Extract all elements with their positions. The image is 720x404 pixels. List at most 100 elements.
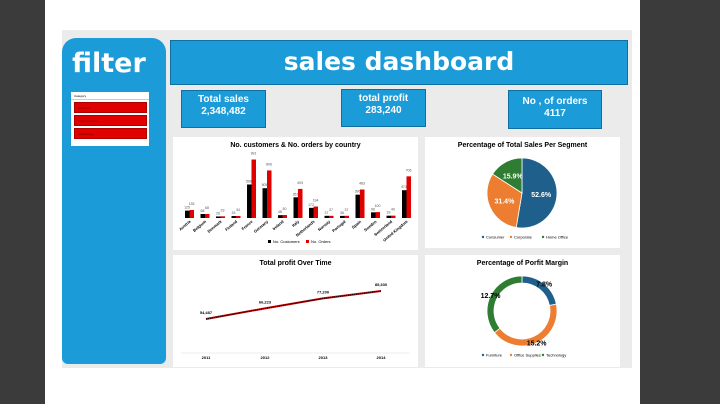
x-tick-label: Ireland	[271, 219, 285, 232]
slice-label: 31.4%	[494, 198, 515, 205]
kpi-value: 2,348,482	[201, 106, 246, 117]
slice-label: 15.2%	[527, 340, 548, 347]
kpi-value: 283,240	[365, 105, 402, 116]
bar-customers	[324, 215, 329, 218]
legend-label: Corporate	[514, 235, 533, 240]
bar-label: 396	[355, 190, 361, 194]
legend-label: Consumer	[486, 235, 505, 240]
category-slicer[interactable]: Category Furniture Office Supplies Techn…	[71, 92, 149, 146]
bar-label: 568	[246, 179, 252, 183]
filter-panel: filter Category Furniture Office Supplie…	[62, 38, 166, 364]
slicer-item-technology[interactable]: Technology	[74, 128, 147, 139]
bar-label: 194	[313, 199, 319, 203]
bar-label: 37	[345, 208, 349, 212]
bar-label: 39	[387, 211, 391, 215]
x-tick-label: 2014	[377, 355, 387, 360]
kpi-total-profit: total profit 283,240	[341, 89, 426, 127]
point-label: 77,200	[317, 289, 330, 294]
chart-profit-margin: Percentage of Porfit Margin 7.8% 15.2% 12.…	[425, 255, 620, 367]
chart-profit-time: Total profit Over Time 54,487 66,223 77,20…	[173, 255, 418, 367]
x-tick-label: Denmark	[206, 218, 223, 233]
x-tick-label: 2011	[202, 355, 211, 360]
chart-country: No. customers & No. orders by country 12…	[173, 137, 418, 250]
chart-title: Total profit Over Time	[259, 260, 332, 267]
profit-line-dash	[205, 290, 382, 320]
bar-label: 40	[391, 208, 395, 212]
bar-orders	[205, 213, 210, 218]
bar-orders	[236, 215, 241, 218]
slice-label: 52.6%	[531, 192, 552, 199]
slicer-item-furniture[interactable]: Furniture	[74, 102, 147, 113]
slicer-item-office-supplies[interactable]: Office Supplies	[74, 115, 147, 126]
legend-label: Home Office	[546, 235, 569, 240]
bar-customers	[293, 197, 298, 218]
bar-label: 483	[359, 182, 365, 186]
bar-label: 37	[325, 211, 329, 215]
point-label: 54,487	[200, 310, 213, 315]
bar-orders	[298, 188, 303, 218]
slice-label: 15.9%	[503, 174, 524, 181]
bar-orders	[282, 215, 287, 218]
bar-label: 68	[205, 206, 209, 210]
bar-customers	[386, 215, 391, 218]
bar-orders	[220, 216, 225, 218]
bar-customers	[278, 215, 283, 218]
bar-orders	[267, 170, 272, 218]
slice-consumer	[515, 157, 558, 229]
slicer-header: Category	[71, 92, 149, 100]
bar-label: 172	[308, 203, 314, 207]
chart-title: Percentage of Total Sales Per Segment	[457, 142, 588, 149]
point-label: 85,330	[375, 282, 388, 287]
legend-swatch	[306, 240, 309, 243]
chart-title: No. customers & No. orders by country	[230, 142, 361, 149]
x-tick-label: Belgium	[192, 219, 208, 233]
x-tick-label: Finland	[224, 219, 239, 232]
kpi-label: Total sales	[198, 94, 249, 105]
bar-customers	[247, 184, 252, 218]
kpi-label: No , of orders	[522, 96, 588, 107]
legend-marker	[541, 353, 545, 357]
bar-customers	[216, 216, 221, 218]
bar-label: 991	[251, 152, 257, 156]
chart-segment: Percentage of Total Sales Per Segment 52…	[425, 137, 620, 248]
bar-orders	[406, 176, 411, 218]
legend-marker	[541, 235, 545, 239]
legend-label: Technology	[546, 353, 566, 358]
slice-home-office	[491, 157, 523, 194]
bar-label: 96	[371, 207, 375, 211]
kpi-value: 4117	[544, 108, 566, 119]
legend-label: Furniture	[486, 353, 503, 358]
legend-marker	[481, 235, 485, 239]
bar-customers	[200, 213, 205, 218]
slice-furniture	[521, 275, 557, 306]
legend-marker	[509, 353, 513, 357]
x-tick-label: Italy	[291, 218, 301, 227]
bar-label: 125	[184, 206, 190, 210]
legend-label: Office Supplies	[514, 353, 541, 358]
bar-customers	[371, 212, 376, 218]
bar-orders	[313, 206, 318, 218]
legend-marker	[481, 353, 485, 357]
kpi-orders: No , of orders 4117	[508, 90, 602, 129]
profit-line	[205, 290, 382, 320]
kpi-label: total profit	[358, 93, 409, 104]
bar-customers	[355, 194, 360, 218]
bar-label: 471	[401, 185, 407, 189]
bar-customers	[402, 190, 407, 218]
bar-label: 493	[297, 181, 303, 185]
x-tick-label: Spain	[351, 219, 363, 230]
bar-orders	[344, 215, 349, 218]
dashboard-title: sales dashboard	[170, 40, 628, 85]
x-tick-label: 2013	[319, 355, 329, 360]
kpi-total-sales: Total sales 2,348,482	[181, 90, 266, 128]
legend-swatch	[268, 240, 271, 243]
bar-label: 806	[266, 162, 272, 166]
legend-label: No. Customers	[273, 239, 300, 244]
x-tick-label: Portugal	[331, 219, 347, 233]
bar-customers	[231, 216, 236, 218]
legend-marker	[509, 235, 513, 239]
bar-label: 505	[262, 183, 268, 187]
x-tick-label: Germany	[253, 218, 270, 233]
bar-label: 37	[329, 208, 333, 212]
slice-label: 7.8%	[536, 281, 553, 288]
